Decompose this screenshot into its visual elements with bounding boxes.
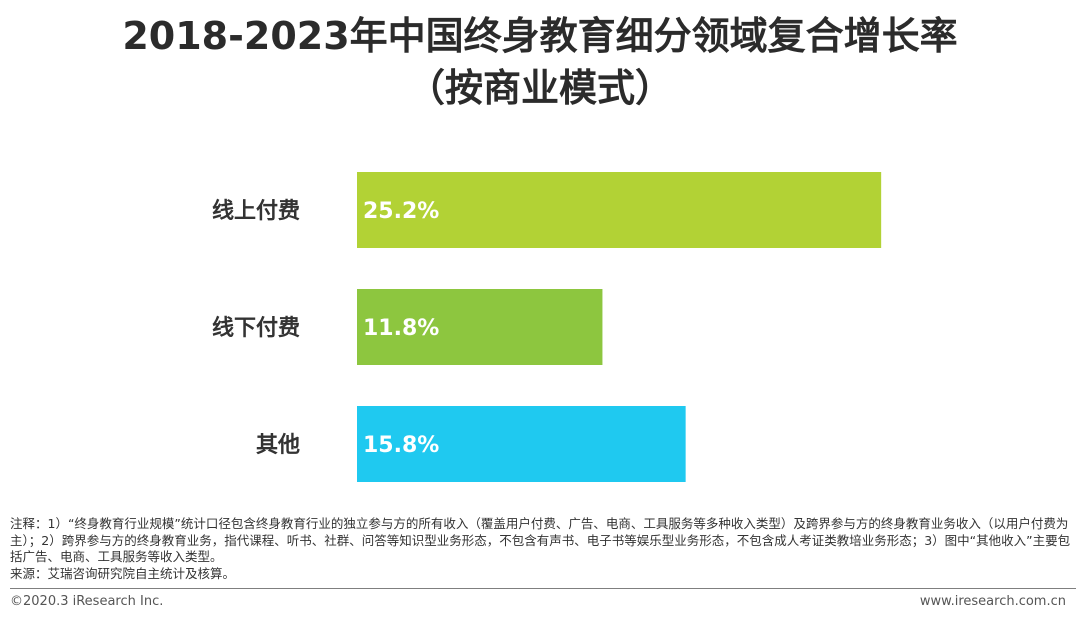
chart-subtitle: （按商业模式） (406, 66, 673, 110)
footnotes: 注释：1）“终身教育行业规模”统计口径包含终身教育行业的独立参与方的所有收入（覆… (10, 516, 1072, 582)
bar-3 (357, 406, 686, 482)
copyright: ©2020.3 iResearch Inc. (10, 594, 164, 609)
source-text: 来源：艾瑞咨询研究院自主统计及核算。 (10, 565, 236, 581)
bar-2 (357, 289, 603, 365)
website: www.iresearch.com.cn (919, 594, 1066, 609)
bar-chart: 线上付费 25.2% 线下付费 11.8% 其他 15.8% (212, 172, 882, 482)
value-label-2: 11.8% (363, 316, 439, 341)
chart-title: 2018-2023年中国终身教育细分领域复合增长率 (122, 14, 958, 58)
note-text: 注释：1）“终身教育行业规模”统计口径包含终身教育行业的独立参与方的所有收入（覆… (10, 516, 1071, 564)
category-label-2: 线下付费 (212, 315, 300, 341)
category-label-3: 其他 (256, 433, 300, 458)
bar-1 (357, 172, 882, 248)
category-label-1: 线上付费 (212, 198, 300, 224)
footer-divider (10, 588, 1076, 589)
value-label-1: 25.2% (363, 199, 439, 224)
value-label-3: 15.8% (363, 433, 439, 458)
